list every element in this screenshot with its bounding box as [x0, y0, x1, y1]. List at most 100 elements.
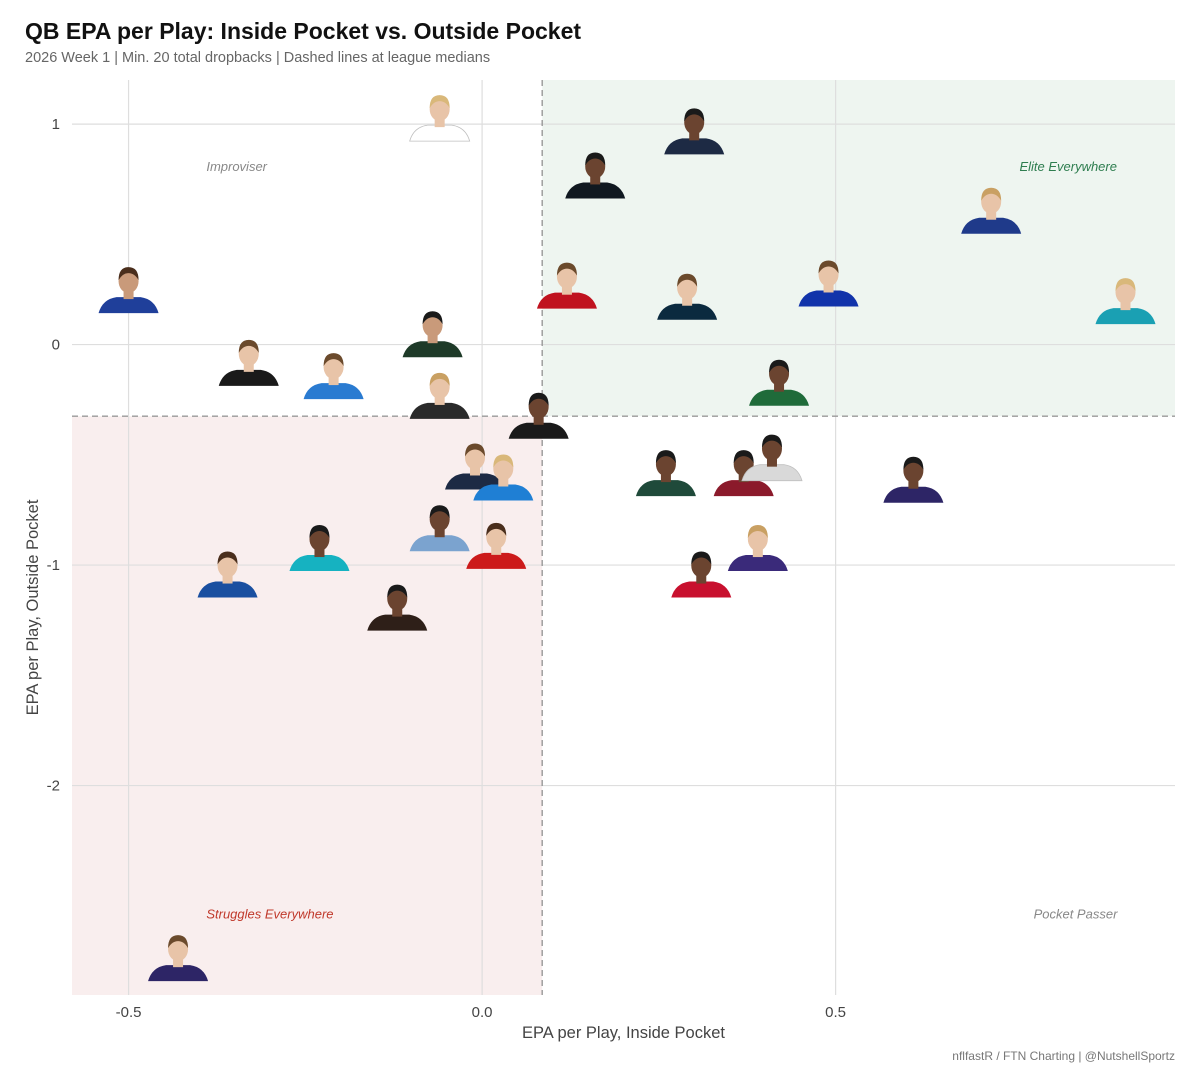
qb-neck	[986, 211, 997, 220]
qb-point	[402, 311, 463, 358]
quadrant-label: Improviser	[206, 159, 267, 174]
qb-head	[761, 436, 782, 461]
qb-hair	[903, 456, 924, 470]
qb-head	[422, 313, 443, 338]
qb-head	[528, 394, 549, 419]
qb-jersey	[466, 552, 527, 569]
y-tick-label: 0	[52, 337, 60, 354]
qb-point	[536, 262, 597, 309]
qb-hair	[323, 353, 344, 367]
y-axis-title: EPA per Play, Outside Pocket	[24, 499, 42, 715]
point-layer	[98, 95, 1156, 982]
qb-jersey	[713, 480, 774, 497]
qb-neck	[470, 467, 481, 476]
qb-point	[883, 456, 944, 503]
qb-jersey	[798, 290, 859, 307]
qb-point	[749, 359, 810, 406]
qb-head	[556, 264, 577, 289]
qb-point	[798, 260, 859, 307]
qb-point	[961, 187, 1022, 234]
qb-jersey	[508, 422, 569, 439]
qb-jersey	[635, 480, 696, 497]
qb-head	[585, 154, 606, 179]
qb-jersey	[98, 297, 159, 314]
qb-jersey	[671, 581, 732, 598]
qb-head	[118, 269, 139, 294]
qb-neck	[752, 549, 763, 558]
qb-hair	[429, 372, 450, 386]
qb-neck	[123, 291, 134, 300]
chart-caption: nflfastR / FTN Charting | @NutshellSport…	[952, 1049, 1175, 1063]
qb-jersey	[197, 581, 258, 598]
qb-head	[429, 374, 450, 399]
qb-jersey	[409, 124, 471, 142]
qb-hair	[981, 187, 1002, 201]
qb-neck	[766, 458, 777, 467]
qb-hair	[238, 339, 259, 353]
qb-jersey	[741, 464, 803, 482]
qb-hair	[429, 505, 450, 519]
qb-jersey	[409, 402, 470, 419]
qb-hair	[691, 551, 712, 565]
quadrant-label-layer: Elite Everywhere Improviser Struggles Ever…	[206, 159, 1118, 921]
qb-head	[493, 456, 514, 481]
qb-point	[565, 152, 626, 199]
qb-point	[98, 267, 159, 314]
qb-jersey	[148, 965, 209, 982]
qb-point	[197, 551, 258, 598]
qb-jersey	[657, 303, 718, 320]
qb-head	[691, 553, 712, 578]
qb-head	[168, 937, 189, 962]
qb-neck	[533, 416, 544, 425]
qb-neck	[696, 575, 707, 584]
qb-hair	[769, 359, 790, 373]
qb-hair	[733, 450, 754, 464]
qb-point	[148, 935, 209, 982]
qb-hair	[422, 311, 443, 325]
qb-point	[367, 584, 428, 631]
quadrant-shade-0	[542, 80, 1175, 417]
qb-head	[981, 189, 1002, 214]
qb-head	[1115, 280, 1136, 305]
background-layer	[72, 80, 1175, 995]
x-tick-label: 0.0	[472, 1004, 493, 1021]
x-tick-label: 0.5	[825, 1004, 846, 1021]
qb-neck	[590, 176, 601, 185]
qb-neck	[498, 478, 509, 487]
qb-point	[727, 525, 788, 572]
qb-point	[409, 505, 470, 552]
qb-neck	[660, 474, 671, 483]
qb-hair	[556, 262, 577, 276]
qb-hair	[387, 584, 408, 598]
qb-point	[508, 392, 569, 439]
qb-head	[769, 361, 790, 386]
qb-neck	[774, 383, 785, 392]
quadrant-label: Pocket Passer	[1034, 906, 1118, 921]
qb-point	[671, 551, 732, 598]
qb-neck	[173, 959, 184, 968]
qb-head	[217, 553, 238, 578]
qb-neck	[1120, 302, 1131, 311]
qb-jersey	[289, 555, 350, 572]
qb-jersey	[367, 614, 428, 631]
qb-head	[747, 527, 768, 552]
qb-hair	[486, 522, 507, 536]
qb-jersey	[727, 555, 788, 572]
chart-subtitle: 2026 Week 1 | Min. 20 total dropbacks | …	[25, 50, 491, 66]
qb-hair	[585, 152, 606, 166]
qb-hair	[429, 95, 450, 109]
x-tick-label: -0.5	[116, 1004, 142, 1021]
qb-jersey	[303, 383, 364, 400]
qb-hair	[747, 525, 768, 539]
qb-point	[409, 95, 471, 142]
quadrant-label: Elite Everywhere	[1019, 159, 1117, 174]
y-tick-label: -2	[47, 778, 60, 795]
qb-jersey	[565, 182, 626, 199]
qb-jersey	[664, 138, 725, 155]
qb-hair	[655, 450, 676, 464]
qb-head	[429, 97, 450, 122]
qb-head	[903, 458, 924, 483]
qb-neck	[434, 396, 445, 405]
